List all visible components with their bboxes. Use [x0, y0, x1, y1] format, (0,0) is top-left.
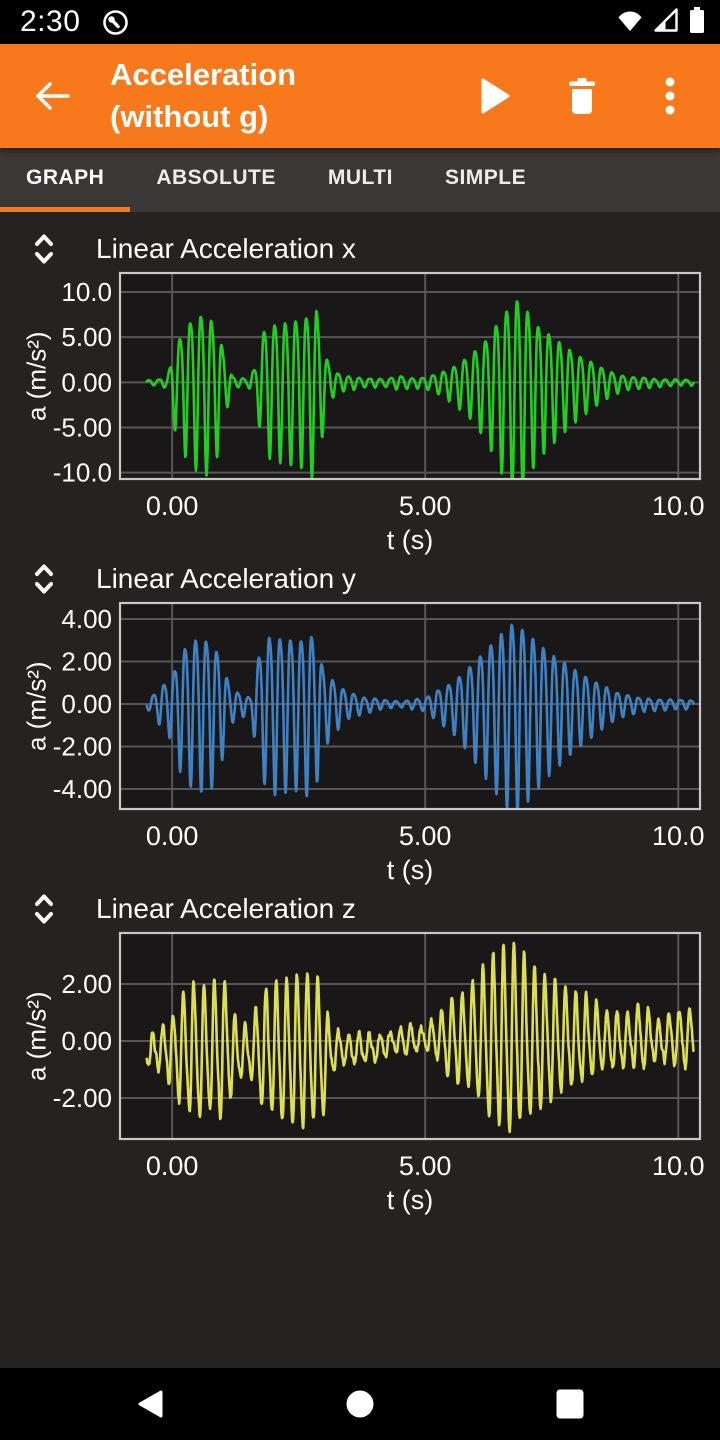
svg-text:-5.00: -5.00 [53, 413, 112, 443]
page-title: Acceleration (without g) [110, 57, 297, 134]
expand-chart-icon[interactable] [32, 562, 56, 596]
svg-text:0.00: 0.00 [61, 689, 112, 719]
chart-plot-x[interactable]: 10.0 5.00 0.00 -5.00 -10.0 0.00 5.00 10.0 t (s) [53, 271, 714, 555]
tab-simple[interactable]: SIMPLE [444, 165, 527, 189]
phyphox-notification-icon [102, 9, 129, 36]
back-button[interactable] [28, 72, 76, 120]
y-axis-label: a (m/s²) [21, 661, 52, 751]
svg-text:5.00: 5.00 [399, 491, 452, 521]
expand-chart-icon[interactable] [32, 232, 56, 266]
svg-text:0.00: 0.00 [146, 1151, 199, 1181]
chart-plot-y[interactable]: 4.00 2.00 0.00 -2.00 -4.00 0.00 5.00 10.0 t (s) [53, 601, 714, 885]
clock: 2:30 [20, 5, 81, 38]
wifi-icon [616, 6, 644, 39]
back-arrow-icon [36, 82, 70, 110]
nav-recents-button[interactable] [554, 1388, 586, 1420]
nav-home-icon [346, 1390, 374, 1418]
play-icon [481, 78, 510, 114]
tab-absolute[interactable]: ABSOLUTE [156, 165, 276, 189]
chart-section-z: Linear Acceleration z a (m/s²) 2.00 0.00 -… [20, 886, 720, 1215]
svg-text:-2.00: -2.00 [53, 731, 112, 761]
nav-home-button[interactable] [344, 1388, 376, 1420]
svg-text:2.00: 2.00 [61, 969, 112, 999]
trash-icon [569, 78, 595, 114]
y-axis-label: a (m/s²) [21, 991, 52, 1081]
svg-text:-10.0: -10.0 [53, 458, 112, 488]
svg-text:0.00: 0.00 [146, 821, 199, 851]
nav-recents-icon [556, 1389, 584, 1419]
chart-title: Linear Acceleration z [96, 893, 356, 924]
svg-text:-4.00: -4.00 [53, 774, 112, 804]
svg-text:4.00: 4.00 [61, 604, 112, 634]
play-button[interactable] [472, 74, 516, 118]
nav-back-icon [138, 1390, 163, 1418]
svg-text:10.0: 10.0 [652, 821, 705, 851]
svg-text:10.0: 10.0 [61, 277, 112, 307]
svg-text:0.00: 0.00 [146, 491, 199, 521]
svg-text:t (s): t (s) [387, 855, 434, 885]
android-nav-bar [0, 1368, 720, 1440]
svg-text:10.0: 10.0 [652, 491, 705, 521]
battery-icon [688, 5, 706, 40]
chart-plot-z[interactable]: 2.00 0.00 -2.00 0.00 5.00 10.0 t (s) [53, 931, 714, 1215]
chart-list: Linear Acceleration x a (m/s²) 10.0 5.00 0… [0, 212, 720, 1215]
overflow-menu-button[interactable] [648, 74, 692, 118]
svg-text:5.00: 5.00 [399, 821, 452, 851]
tab-graph[interactable]: GRAPH [0, 148, 131, 212]
svg-text:t (s): t (s) [387, 1185, 434, 1215]
svg-text:t (s): t (s) [387, 525, 434, 555]
svg-text:-2.00: -2.00 [53, 1083, 112, 1113]
app-bar: Acceleration (without g) [0, 44, 720, 148]
nav-back-button[interactable] [134, 1388, 166, 1420]
svg-text:0.00: 0.00 [61, 1026, 112, 1056]
tab-multi[interactable]: MULTI [327, 165, 393, 189]
chart-section-y: Linear Acceleration y a (m/s²) 4.00 2.00 0… [20, 556, 720, 885]
svg-text:5.00: 5.00 [399, 1151, 452, 1181]
cell-signal-icon [652, 6, 680, 39]
delete-button[interactable] [560, 74, 604, 118]
svg-text:5.00: 5.00 [61, 322, 112, 352]
kebab-menu-icon [665, 77, 675, 115]
svg-text:0.00: 0.00 [61, 367, 112, 397]
tab-bar: GRAPH ABSOLUTE MULTI SIMPLE [0, 148, 720, 212]
svg-text:2.00: 2.00 [61, 646, 112, 676]
y-axis-label: a (m/s²) [21, 331, 52, 421]
chart-title: Linear Acceleration x [96, 233, 356, 264]
expand-chart-icon[interactable] [32, 892, 56, 926]
svg-text:10.0: 10.0 [652, 1151, 705, 1181]
status-bar: 2:30 [0, 0, 720, 44]
chart-title: Linear Acceleration y [96, 563, 356, 594]
chart-section-x: Linear Acceleration x a (m/s²) 10.0 5.00 0… [20, 226, 720, 555]
